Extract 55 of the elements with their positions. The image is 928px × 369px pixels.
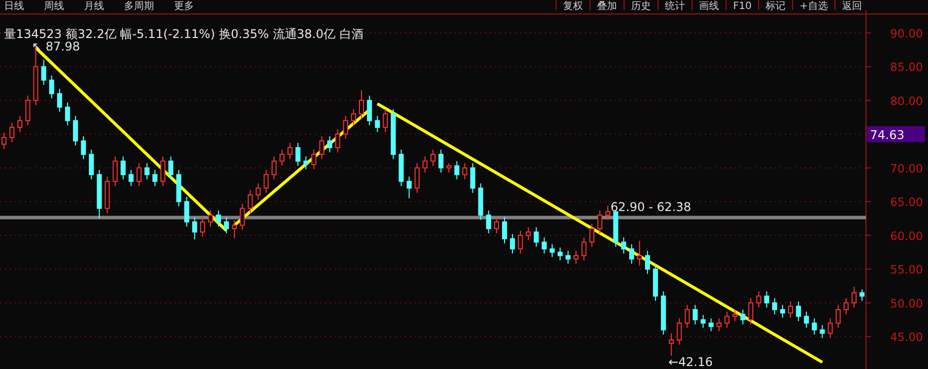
text: 历史	[631, 0, 652, 12]
candlestick	[494, 216, 500, 234]
candlestick	[844, 298, 849, 315]
text: 复权	[563, 0, 584, 12]
candlestick	[144, 162, 150, 180]
text: 返回	[842, 0, 862, 12]
candlestick	[804, 311, 809, 328]
candlestick	[740, 309, 746, 325]
candlestick	[820, 324, 825, 338]
candlestick	[772, 298, 778, 315]
candlestick	[470, 162, 476, 194]
text: 标记	[764, 0, 786, 12]
y-tick-label: 60.00	[890, 228, 923, 243]
candlestick	[327, 136, 332, 153]
candlestick	[406, 176, 412, 199]
y-tick-label: 50.00	[890, 296, 923, 310]
candlestick	[550, 244, 555, 258]
text: 统计	[665, 0, 686, 12]
text: 多周期	[124, 0, 154, 12]
text: F10	[733, 1, 752, 12]
band-label: 62.90 - 62.38	[610, 200, 692, 214]
text: 画线	[699, 0, 720, 12]
text: +自选	[800, 0, 828, 12]
text: 叠加	[597, 0, 618, 12]
candlestick	[88, 149, 94, 180]
candlestick	[748, 298, 754, 325]
candlestick	[414, 162, 420, 194]
y-tick-label: 70.00	[890, 161, 923, 176]
candlestick	[454, 160, 460, 180]
text: 月线	[84, 0, 104, 12]
candlestick	[668, 332, 674, 356]
candlestick	[240, 203, 245, 230]
text: 周线	[44, 0, 64, 12]
y-tick-label: 90.00	[890, 26, 923, 40]
candlestick	[502, 216, 508, 244]
y-tick-label: 80.00	[890, 94, 923, 108]
text: 更多	[174, 0, 194, 12]
text: 日线	[4, 0, 24, 12]
y-tick-label: 85.00	[890, 60, 923, 74]
candlestick	[280, 149, 285, 166]
candlestick	[430, 149, 436, 166]
annotation: ←42.16	[668, 354, 713, 369]
candlestick	[366, 95, 372, 126]
y-tick-label: 55.00	[890, 262, 923, 277]
candlestick	[224, 216, 229, 234]
candlestick	[605, 205, 610, 220]
candlestick	[192, 216, 198, 240]
text: 74.63	[870, 128, 904, 142]
candlestick	[25, 95, 30, 126]
candlestick	[724, 311, 730, 328]
candlestick	[351, 108, 356, 126]
candlestick	[462, 162, 468, 180]
text: 量134523 额32.2亿 幅-5.11(-2.11%) 换0.35% 流通38.0亿 白酒	[4, 27, 364, 41]
y-tick-label: 45.00	[890, 330, 923, 344]
y-tick-label: 65.00	[890, 195, 923, 210]
